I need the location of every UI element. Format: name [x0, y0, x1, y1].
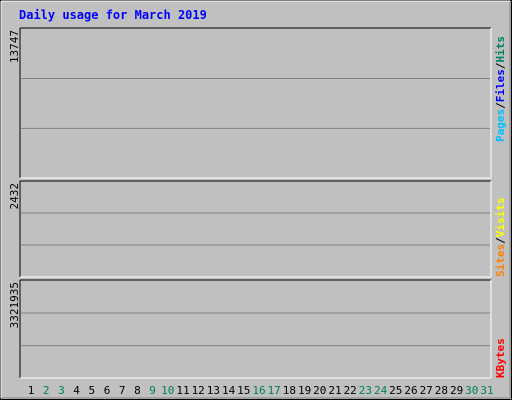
hits-plot-area — [20, 28, 491, 178]
legend-separator: / — [494, 237, 507, 244]
x-tick-label: 26 — [404, 384, 417, 397]
x-tick-label: 2 — [43, 384, 50, 397]
x-tick-label: 9 — [149, 384, 156, 397]
x-tick-label: 15 — [237, 384, 250, 397]
x-tick-label: 23 — [359, 384, 372, 397]
legend-kbytes: KBytes — [494, 338, 507, 378]
x-tick-label: 1 — [28, 384, 35, 397]
legend-sites: Sites — [494, 244, 507, 277]
x-tick-label: 20 — [313, 384, 326, 397]
x-tick-label: 19 — [298, 384, 311, 397]
legend-separator: / — [494, 102, 507, 109]
x-tick-label: 6 — [104, 384, 111, 397]
visits-panel — [19, 180, 492, 278]
chart-title: Daily usage for March 2019 — [19, 8, 207, 22]
x-tick-label: 29 — [450, 384, 463, 397]
legend-hits: Hits — [494, 36, 507, 63]
kbytes-legend-text: KBytes — [494, 338, 507, 378]
visits-plot-area — [20, 181, 491, 277]
x-tick-label: 31 — [480, 384, 493, 397]
x-tick-label: 12 — [192, 384, 205, 397]
visits-max-label: 2432 — [8, 183, 21, 210]
kbytes-plot-area — [20, 280, 491, 378]
x-tick-label: 17 — [268, 384, 281, 397]
x-tick-label: 5 — [88, 384, 95, 397]
legend-pages: Pages — [494, 109, 507, 142]
kbytes-max-label: 3321935 — [8, 282, 21, 328]
legend-separator: / — [494, 62, 507, 69]
x-tick-label: 3 — [58, 384, 65, 397]
visits-legend: Sites/Visits — [494, 198, 507, 278]
x-axis-labels: 1 2 3 4 5 6 7 8 9 10 11 12 13 14 15 16 17 18 19 20 21 22 23 24 2… — [28, 384, 494, 397]
x-tick-label: 18 — [283, 384, 296, 397]
x-tick-label: 30 — [465, 384, 478, 397]
hits-legend-text: Pages/Files/Hits — [494, 36, 507, 142]
hits-panel — [19, 27, 492, 179]
x-tick-label: 7 — [119, 384, 126, 397]
legend-files: Files — [494, 69, 507, 102]
x-tick-label: 21 — [328, 384, 341, 397]
x-tick-label: 8 — [134, 384, 141, 397]
legend-visits: Visits — [494, 198, 507, 238]
visits-legend-text: Sites/Visits — [494, 198, 507, 278]
x-tick-label: 10 — [161, 384, 174, 397]
x-tick-label: 13 — [207, 384, 220, 397]
x-tick-label: 28 — [435, 384, 448, 397]
x-tick-label: 27 — [420, 384, 433, 397]
x-tick-label: 4 — [73, 384, 80, 397]
x-tick-label: 14 — [222, 384, 236, 397]
kbytes-panel — [19, 279, 492, 379]
x-tick-label: 25 — [389, 384, 402, 397]
x-tick-label: 11 — [176, 384, 189, 397]
x-tick-label: 24 — [374, 384, 388, 397]
x-tick-label: 22 — [344, 384, 357, 397]
hits-legend: Pages/Files/Hits — [494, 36, 507, 142]
hits-max-label: 13747 — [8, 30, 21, 63]
x-tick-label: 16 — [252, 384, 265, 397]
kbytes-legend: KBytes — [494, 338, 507, 378]
